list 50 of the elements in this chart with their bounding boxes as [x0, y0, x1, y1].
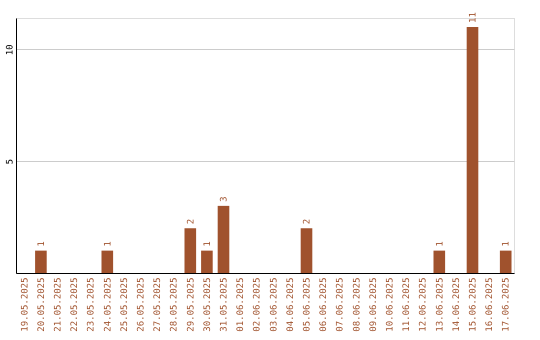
x-tick-label: 05.06.2025	[302, 278, 312, 332]
bar	[101, 250, 114, 273]
x-tick-label: 04.06.2025	[286, 278, 296, 332]
x-tick-label: 15.06.2025	[468, 278, 478, 332]
x-tick-label: 01.06.2025	[236, 278, 246, 332]
data-label: 2	[302, 218, 312, 224]
x-tick-label: 16.06.2025	[485, 278, 496, 332]
data-label: 1	[435, 241, 446, 247]
x-tick-label: 25.05.2025	[120, 278, 130, 332]
bar	[500, 250, 512, 273]
data-label: 1	[202, 241, 213, 247]
x-tick-label: 27.05.2025	[153, 278, 164, 332]
bar	[35, 250, 47, 273]
x-tick-label: 21.05.2025	[54, 278, 64, 332]
x-tick-label: 12.06.2025	[418, 278, 429, 332]
x-tick-label: 06.06.2025	[319, 278, 330, 332]
data-label: 1	[36, 241, 47, 247]
x-tick-label: 07.06.2025	[336, 278, 346, 332]
y-tick-label: 10	[6, 44, 16, 56]
x-tick-label: 11.06.2025	[402, 278, 412, 332]
data-label: 11	[468, 12, 478, 23]
data-label: 1	[502, 241, 512, 247]
x-tick-label: 31.05.2025	[220, 278, 230, 332]
x-tick-label: 03.06.2025	[269, 278, 280, 332]
x-tick-label: 24.05.2025	[103, 278, 114, 332]
bar	[218, 206, 230, 273]
x-tick-label: 02.06.2025	[252, 278, 263, 332]
x-tick-label: 26.05.2025	[136, 278, 146, 332]
bar	[184, 228, 196, 273]
x-tick-label: 23.05.2025	[86, 278, 97, 332]
x-tick-label: 17.06.2025	[502, 278, 512, 332]
bar	[201, 250, 213, 273]
x-tick-label: 14.06.2025	[452, 278, 462, 332]
x-tick-label: 08.06.2025	[352, 278, 362, 332]
x-tick-label: 29.05.2025	[186, 278, 196, 332]
bar	[466, 26, 478, 273]
x-tick-label: 20.05.2025	[36, 278, 47, 332]
data-label: 2	[186, 218, 196, 224]
x-tick-label: 22.05.2025	[70, 278, 80, 332]
y-tick-label: 5	[6, 158, 16, 164]
x-tick-label: 30.05.2025	[202, 278, 213, 332]
x-tick-label: 13.06.2025	[435, 278, 446, 332]
x-tick-label: 10.06.2025	[386, 278, 396, 332]
x-tick-label: 19.05.2025	[20, 278, 30, 332]
x-tick-label: 09.06.2025	[368, 278, 379, 332]
data-label: 3	[220, 196, 230, 202]
x-tick-label: 28.05.2025	[170, 278, 180, 332]
bar	[300, 228, 312, 273]
data-label: 1	[103, 241, 114, 247]
bar	[433, 250, 446, 273]
